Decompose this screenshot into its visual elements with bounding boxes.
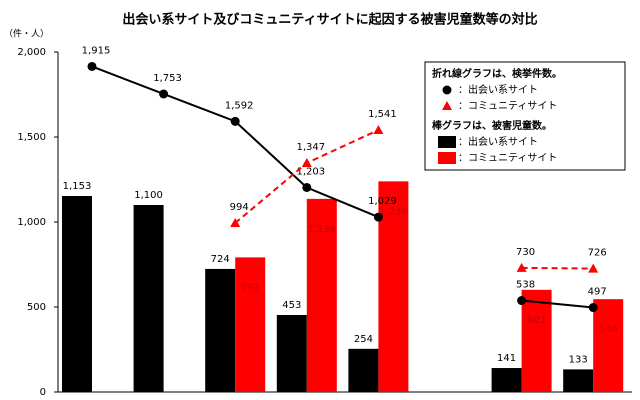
marker	[230, 218, 241, 228]
data-label: 994	[230, 202, 249, 213]
data-label: 133	[569, 354, 588, 365]
marker	[373, 212, 383, 222]
y-axis-label: （件・人）	[4, 28, 49, 40]
data-label: 730	[516, 247, 535, 258]
data-label: 1,592	[225, 100, 254, 111]
data-label: 1,239	[379, 206, 408, 217]
bar	[235, 257, 266, 392]
data-label: 254	[354, 334, 373, 345]
legend-marker	[442, 85, 452, 95]
bar	[378, 181, 409, 392]
marker	[517, 296, 527, 306]
legend-label: ：コミュニティサイト	[458, 100, 557, 112]
marker	[516, 262, 527, 272]
bar	[563, 369, 594, 392]
bar	[133, 205, 164, 392]
bar	[348, 348, 379, 392]
legend-label: ：出会い系サイト	[458, 135, 538, 148]
bar	[62, 195, 92, 392]
legend-heading: 棒グラフは、被害児童数。	[432, 119, 552, 132]
chart-title: 出会い系サイト及びコミュニティサイトに起因する被害児童数等の対比	[122, 12, 537, 28]
bar	[205, 268, 236, 392]
data-label: 1,136	[307, 224, 336, 235]
data-label: 538	[516, 280, 535, 291]
data-label: 1,347	[296, 142, 325, 153]
marker	[230, 116, 240, 126]
marker	[87, 61, 97, 71]
marker	[373, 125, 384, 135]
y-tick-label: 2,000	[17, 47, 46, 58]
legend-marker	[442, 101, 452, 110]
data-label: 1,753	[153, 73, 182, 84]
marker	[302, 182, 312, 192]
legend-box	[424, 61, 626, 171]
marker	[588, 263, 599, 273]
data-label: 497	[588, 287, 607, 298]
bar	[276, 314, 307, 392]
data-label: 1,100	[134, 190, 163, 201]
marker	[588, 303, 598, 313]
marker	[301, 158, 312, 168]
bar	[593, 299, 624, 392]
y-tick-label: 500	[27, 302, 46, 313]
data-label: 1,541	[368, 109, 397, 120]
data-label: 1,029	[368, 196, 397, 207]
data-label: 546	[599, 324, 618, 335]
legend-swatch	[438, 152, 456, 164]
legend-swatch	[438, 136, 456, 148]
marker	[159, 89, 169, 99]
data-label: 1,203	[296, 166, 325, 177]
data-label: 601	[527, 315, 546, 326]
legend-heading: 折れ線グラフは、検挙件数。	[432, 67, 562, 80]
data-label: 792	[241, 282, 260, 293]
legend-label: ：出会い系サイト	[458, 83, 538, 96]
data-label: 1,915	[82, 45, 111, 56]
bar	[491, 368, 522, 392]
y-tick-label: 0	[40, 387, 46, 398]
bar	[521, 289, 552, 392]
y-tick-label: 1,000	[17, 217, 46, 228]
data-label: 724	[211, 254, 230, 265]
data-label: 453	[282, 300, 301, 311]
data-label: 141	[497, 353, 516, 364]
data-label: 1,153	[63, 181, 92, 192]
y-tick-label: 1,500	[17, 132, 46, 143]
legend-label: ：コミュニティサイト	[458, 152, 557, 164]
data-label: 726	[588, 248, 607, 259]
bar	[306, 198, 337, 392]
